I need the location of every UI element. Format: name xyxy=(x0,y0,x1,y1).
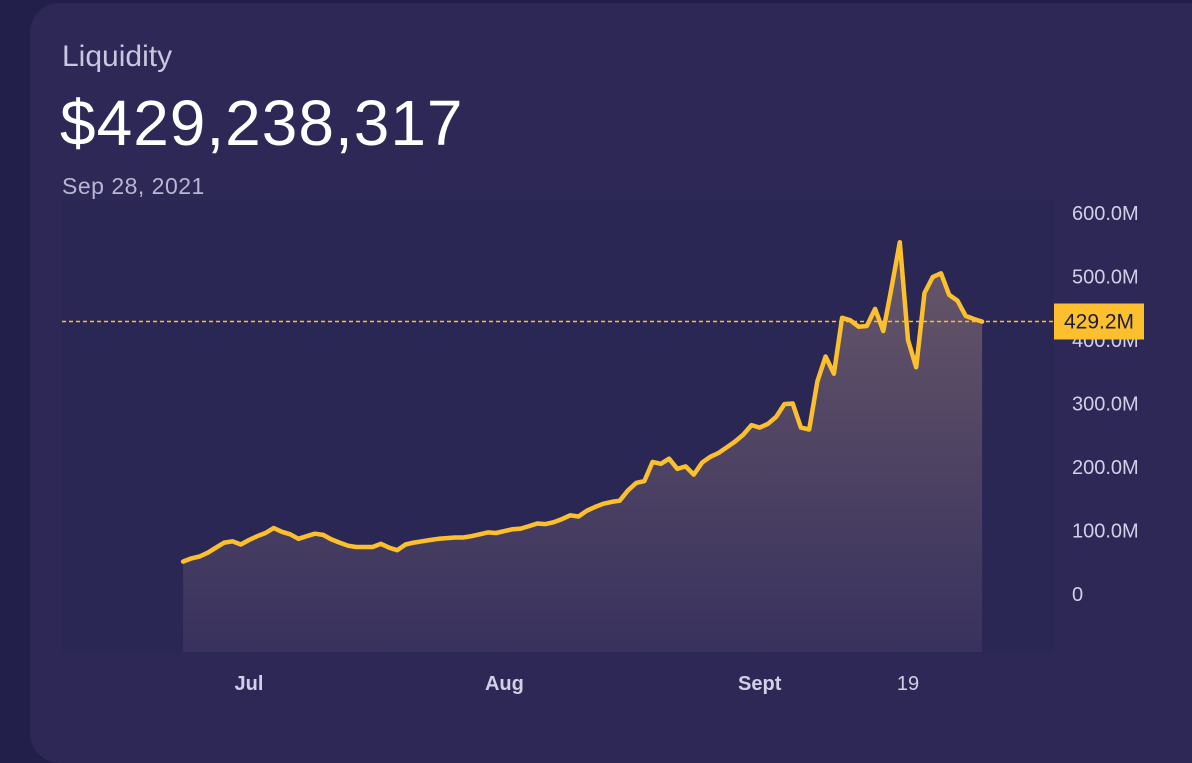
current-value-label: 429.2M xyxy=(1064,311,1134,334)
metric-date: Sep 28, 2021 xyxy=(62,173,205,199)
area-fill xyxy=(183,242,983,652)
x-tick-label: Jul xyxy=(235,673,264,695)
current-value-badge xyxy=(1054,303,1144,340)
y-tick-label: 200.0M xyxy=(1072,457,1139,479)
x-tick-label: Aug xyxy=(485,673,524,695)
x-tick-label: Sept xyxy=(738,673,782,695)
y-tick-label: 0 xyxy=(1072,584,1083,606)
series-line xyxy=(180,239,985,564)
y-tick-label: 500.0M xyxy=(1072,267,1139,289)
x-tick-label: 19 xyxy=(897,673,919,695)
y-tick-label: 100.0M xyxy=(1072,521,1139,543)
y-tick-label: 600.0M xyxy=(1072,203,1139,225)
metric-label: Liquidity xyxy=(62,40,173,73)
metric-value: $429,238,317 xyxy=(60,87,464,159)
y-tick-label: 300.0M xyxy=(1072,394,1139,416)
